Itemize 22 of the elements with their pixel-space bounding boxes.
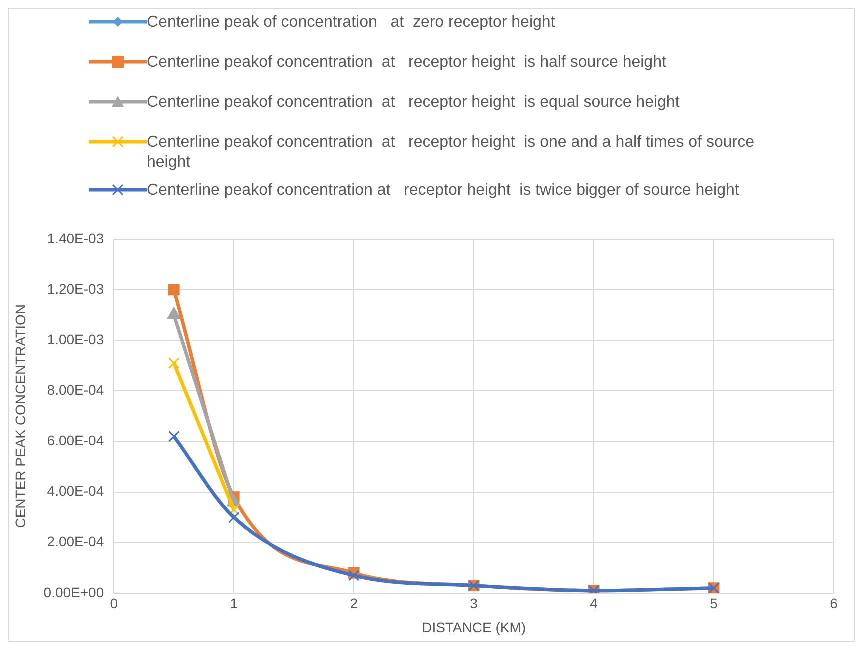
- x-tick-label: 6: [830, 596, 838, 612]
- x-tick-label: 4: [590, 596, 598, 612]
- legend-label: Centerline peakof concentration at receptor height is twice bigger of source height: [147, 181, 740, 201]
- y-tick-label: 2.00E-04: [47, 534, 104, 550]
- x-tick-label: 5: [710, 596, 718, 612]
- y-tick-label: 6.00E-04: [47, 432, 104, 449]
- legend-label: Centerline peakof concentration at receptor height is one and a half times of source height: [147, 133, 756, 173]
- x-tick-label: 1: [230, 596, 238, 612]
- y-tick-label: 1.40E-03: [47, 230, 104, 246]
- y-axis-title: CENTER PEAK CONCENTRATION: [12, 304, 28, 528]
- y-tick-label: 1.20E-03: [47, 280, 104, 297]
- x-tick-label: 2: [350, 596, 358, 612]
- y-tick-label: 8.00E-04: [47, 382, 104, 398]
- y-tick-label: 0.00E+00: [44, 584, 104, 600]
- legend-label: Centerline peakof concentration at receptor height is equal source height: [147, 93, 680, 113]
- legend-label: Centerline peak of concentration at zero receptor height: [147, 13, 556, 33]
- x-tick-label: 3: [470, 596, 478, 612]
- x-axis-title: DISTANCE (KM): [422, 619, 526, 636]
- legend-label: Centerline peakof concentration at receptor height is half source height: [147, 53, 666, 73]
- x-tick-label: 0: [110, 596, 118, 612]
- y-tick-label: 1.00E-03: [47, 331, 104, 348]
- y-tick-label: 4.00E-04: [47, 483, 104, 500]
